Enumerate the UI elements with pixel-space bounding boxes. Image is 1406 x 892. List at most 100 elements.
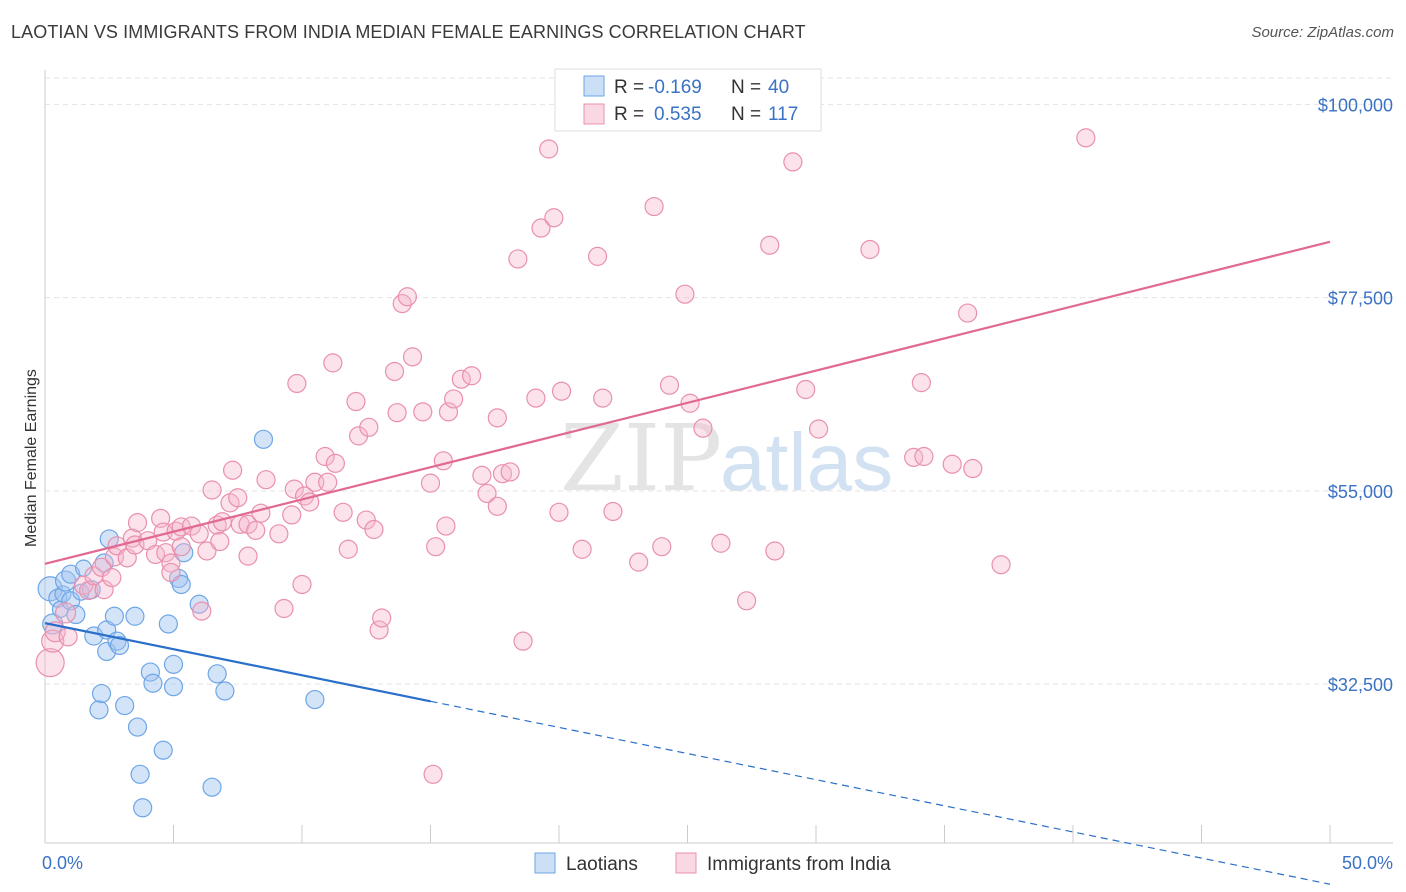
source-label: Source: ZipAtlas.com bbox=[1251, 24, 1394, 41]
india-point-16 bbox=[127, 513, 148, 533]
india-trend-line bbox=[44, 240, 1331, 565]
y-tick-label-3: $100,000 bbox=[1318, 95, 1393, 115]
laotian-point-37 bbox=[202, 777, 222, 797]
india-point-118 bbox=[958, 303, 978, 323]
laotian-point-21 bbox=[109, 635, 130, 656]
y-tick-label-2: $77,500 bbox=[1328, 289, 1393, 309]
bottom-legend-swatch-laotians bbox=[534, 852, 556, 874]
india-point-99 bbox=[629, 552, 649, 572]
legend-r-value-2: 0.535 bbox=[654, 104, 702, 125]
laotians-trend-line bbox=[44, 622, 431, 703]
y-tick-label-1: $55,000 bbox=[1328, 482, 1393, 502]
india-point-87 bbox=[508, 249, 528, 269]
y-axis-label: Median Female Earnings bbox=[23, 369, 40, 547]
india-point-47 bbox=[284, 479, 304, 499]
india-point-92 bbox=[544, 208, 564, 228]
x-tick-label-left: 0.0% bbox=[42, 853, 83, 873]
bottom-legend: Laotians Immigrants from India bbox=[534, 852, 891, 875]
laotian-point-39 bbox=[215, 681, 235, 701]
legend-r-label-2: R = bbox=[614, 104, 644, 125]
chart-title: LAOTIAN VS IMMIGRANTS FROM INDIA MEDIAN … bbox=[11, 22, 806, 42]
laotian-point-23 bbox=[125, 606, 145, 626]
india-point-63 bbox=[364, 519, 384, 540]
india-point-85 bbox=[492, 464, 513, 484]
india-point-41 bbox=[246, 520, 266, 540]
laotian-point-22 bbox=[115, 695, 135, 716]
india-point-37 bbox=[228, 488, 248, 508]
india-point-91 bbox=[539, 139, 559, 159]
india-point-66 bbox=[384, 361, 405, 382]
laotian-point-25 bbox=[130, 764, 150, 784]
india-point-76 bbox=[436, 516, 456, 536]
laotians-points bbox=[37, 429, 325, 818]
india-point-65 bbox=[372, 608, 392, 628]
india-point-25 bbox=[171, 537, 191, 557]
india-point-112 bbox=[808, 419, 829, 439]
india-point-56 bbox=[325, 453, 346, 473]
india-point-58 bbox=[338, 539, 358, 559]
laotian-point-32 bbox=[163, 677, 184, 697]
india-point-9 bbox=[94, 580, 114, 600]
india-point-64 bbox=[369, 620, 389, 640]
india-point-53 bbox=[315, 446, 335, 467]
legend-n-value-2: 117 bbox=[768, 104, 798, 125]
india-point-90 bbox=[531, 218, 551, 238]
laotian-point-30 bbox=[158, 614, 178, 634]
india-point-107 bbox=[737, 591, 757, 611]
bottom-legend-label-laotians: Laotians bbox=[566, 854, 638, 875]
india-point-119 bbox=[963, 458, 983, 479]
india-point-106 bbox=[711, 533, 731, 553]
laotian-point-41 bbox=[305, 689, 325, 710]
india-point-116 bbox=[914, 446, 934, 467]
laotian-point-27 bbox=[140, 662, 160, 682]
india-point-42 bbox=[251, 503, 271, 523]
india-point-89 bbox=[526, 388, 546, 408]
top-legend: R = -0.169 N = 40 R = 0.535 N = 117 bbox=[554, 68, 822, 132]
india-point-10 bbox=[102, 568, 122, 588]
india-point-94 bbox=[551, 381, 572, 401]
india-point-97 bbox=[593, 388, 613, 408]
india-point-70 bbox=[402, 347, 423, 367]
india-point-80 bbox=[462, 366, 482, 386]
laotian-point-24 bbox=[127, 717, 148, 737]
india-point-6 bbox=[79, 580, 99, 601]
india-point-40 bbox=[238, 546, 258, 566]
india-point-4 bbox=[58, 627, 78, 647]
india-point-31 bbox=[202, 480, 222, 500]
india-point-110 bbox=[783, 152, 803, 172]
x-tick-label-right: 50.0% bbox=[1342, 853, 1393, 873]
india-point-49 bbox=[292, 574, 312, 595]
bottom-legend-swatch-india bbox=[675, 852, 697, 874]
legend-r-label-1: R = bbox=[614, 77, 644, 98]
india-point-57 bbox=[333, 502, 353, 522]
india-point-82 bbox=[477, 483, 497, 504]
india-point-88 bbox=[513, 631, 533, 651]
laotian-point-14 bbox=[91, 683, 112, 704]
legend-n-label-1: N = bbox=[731, 77, 761, 98]
india-point-73 bbox=[423, 764, 443, 784]
india-point-81 bbox=[472, 465, 492, 485]
india-point-3 bbox=[54, 602, 77, 624]
laotian-point-26 bbox=[133, 798, 153, 818]
bottom-legend-label-india: Immigrants from India bbox=[707, 854, 891, 875]
india-point-95 bbox=[572, 539, 592, 559]
laotians-trend-line-extension bbox=[430, 700, 1331, 885]
india-point-109 bbox=[765, 541, 785, 561]
india-point-8 bbox=[91, 557, 112, 577]
laotian-point-4 bbox=[54, 585, 72, 603]
india-point-43 bbox=[256, 470, 276, 490]
india-point-72 bbox=[420, 473, 441, 493]
india-point-113 bbox=[860, 239, 880, 260]
india-point-29 bbox=[192, 601, 212, 621]
india-point-108 bbox=[760, 235, 780, 255]
india-point-98 bbox=[603, 501, 623, 522]
legend-swatch-laotians bbox=[583, 75, 605, 97]
trend-lines bbox=[44, 240, 1331, 885]
india-point-36 bbox=[223, 460, 243, 480]
laotian-point-31 bbox=[163, 654, 184, 674]
india-point-55 bbox=[323, 353, 343, 373]
india-point-84 bbox=[487, 496, 507, 516]
india-point-48 bbox=[287, 373, 307, 394]
india-point-67 bbox=[387, 403, 407, 423]
